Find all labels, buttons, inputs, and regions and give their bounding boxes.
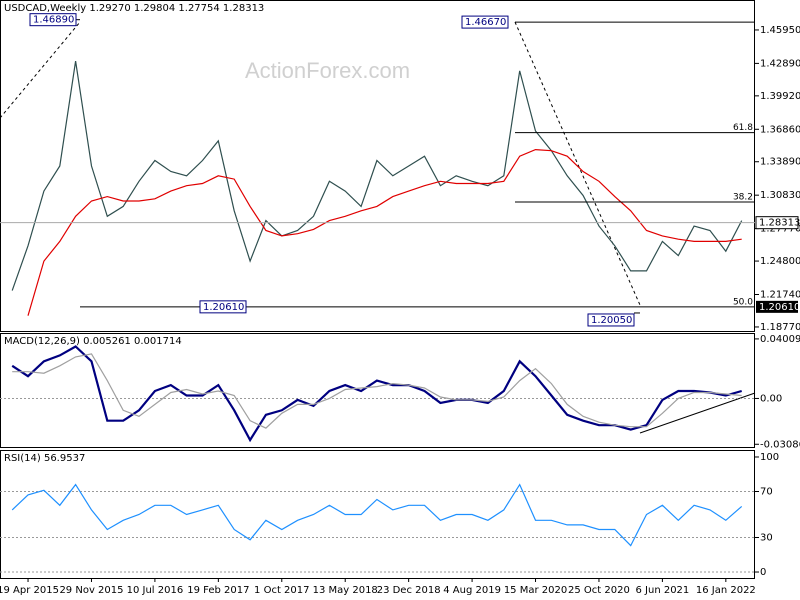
chart-title: USDCAD,Weekly 1.29270 1.29804 1.27754 1.… bbox=[4, 3, 264, 14]
y-tick-label: 1.36860 bbox=[760, 124, 800, 135]
x-tick-label: 15 Mar 2020 bbox=[504, 585, 567, 596]
panel-frame bbox=[0, 450, 755, 579]
x-tick-label: 6 Jun 2021 bbox=[635, 585, 689, 596]
support-tag-label: 1.20610 bbox=[759, 302, 800, 313]
series-line bbox=[11, 61, 743, 291]
annotation-box bbox=[199, 300, 247, 314]
y-tick-label: 0 bbox=[760, 567, 766, 578]
y-tick-label: 1.30830 bbox=[760, 190, 800, 201]
annotation-label: 1.46890 bbox=[33, 15, 74, 26]
price-tag bbox=[755, 216, 799, 230]
fib-label: 61.8 bbox=[733, 123, 753, 133]
annotation-label: 1.20050 bbox=[591, 315, 632, 326]
panel-frame bbox=[0, 333, 755, 448]
x-tick-label: 19 Feb 2017 bbox=[187, 585, 249, 596]
annotation-label: 1.20610 bbox=[203, 302, 244, 313]
x-tick-label: 16 Jan 2022 bbox=[696, 585, 756, 596]
y-tick-label: 70 bbox=[760, 486, 773, 497]
x-tick-label: 1 Oct 2017 bbox=[254, 585, 309, 596]
fib-label: 38.2 bbox=[733, 192, 753, 202]
x-tick-label: 29 Nov 2015 bbox=[59, 585, 123, 596]
x-tick-label: 19 Apr 2015 bbox=[0, 585, 59, 596]
trend-line bbox=[0, 21, 81, 119]
annotation-box bbox=[29, 13, 77, 27]
x-tick-label: 10 Jul 2016 bbox=[127, 585, 184, 596]
y-tick-label: 1.18770 bbox=[760, 322, 800, 333]
y-tick-label: 1.39920 bbox=[760, 91, 800, 102]
y-tick-label: 30 bbox=[760, 533, 773, 544]
support-tag bbox=[756, 300, 798, 313]
fib-label: 50.0 bbox=[733, 297, 753, 307]
trend-line bbox=[639, 392, 756, 434]
panel-frame bbox=[0, 0, 755, 332]
y-tick-label: 100 bbox=[760, 452, 779, 463]
x-tick-label: 23 Dec 2018 bbox=[377, 585, 441, 596]
y-tick-label: 0.00 bbox=[760, 393, 782, 404]
series-line bbox=[11, 483, 743, 547]
y-tick-label: 1.33890 bbox=[760, 157, 800, 168]
y-tick-label: 1.45950 bbox=[760, 25, 800, 36]
y-tick-label: 0.040094 bbox=[760, 334, 800, 345]
watermark: ActionForex.com bbox=[245, 58, 410, 83]
x-tick-label: 25 Oct 2020 bbox=[568, 585, 630, 596]
y-tick-label: 1.21740 bbox=[760, 290, 800, 301]
annotation-box bbox=[461, 15, 509, 29]
series-line bbox=[12, 353, 742, 429]
annotation-label: 1.46670 bbox=[465, 17, 506, 28]
y-tick-label: 1.24800 bbox=[760, 256, 800, 267]
y-tick-label: -0.03086 bbox=[760, 439, 800, 450]
price-tag-label: 1.28313 bbox=[759, 218, 800, 229]
y-tick-label: 1.42890 bbox=[760, 58, 800, 69]
indicator-title: RSI(14) 56.9537 bbox=[4, 453, 85, 464]
x-tick-label: 4 Aug 2019 bbox=[443, 585, 501, 596]
indicator-title: MACD(12,26,9) 0.005261 0.001714 bbox=[4, 336, 182, 347]
annotation-box bbox=[587, 313, 635, 327]
x-tick-label: 13 May 2018 bbox=[313, 585, 378, 596]
series-line bbox=[27, 148, 742, 316]
